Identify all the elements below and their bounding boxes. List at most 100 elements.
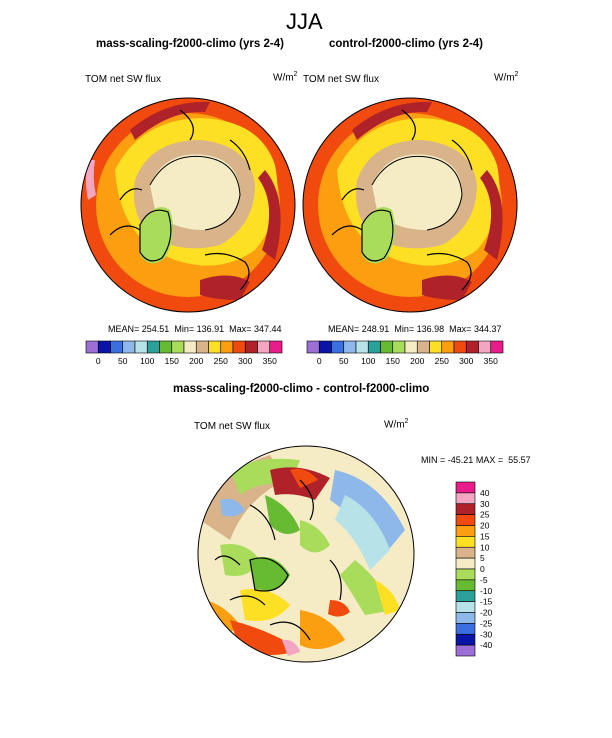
panel-diff-units: W/m2 <box>384 418 409 431</box>
colorbar-right-swatch <box>306 340 320 354</box>
colorbar-diff-swatch <box>455 503 476 515</box>
colorbar-left-swatch <box>183 340 197 354</box>
colorbar-right-swatch <box>380 340 394 354</box>
colorbar-left-swatch <box>257 340 271 354</box>
colorbar-right: 0 50 100 150 200 250 300 350 <box>306 340 504 366</box>
panel-left-units: W/m2 <box>273 71 298 84</box>
colorbar-right-swatch <box>478 340 492 354</box>
colorbar-diff-tick-label: 15 <box>480 531 490 541</box>
colorbar-right-swatch <box>404 340 418 354</box>
colorbar-right-tick-label: 200 <box>410 356 424 366</box>
panel-right-units: W/m2 <box>494 71 519 84</box>
map-left-border <box>80 97 296 313</box>
map-diff-border <box>197 445 415 663</box>
colorbar-right-tick-label: 0 <box>317 356 322 366</box>
colorbar-left-swatch <box>85 340 99 354</box>
colorbar-diff-swatch <box>455 536 476 548</box>
colorbar-diff-swatch <box>455 644 476 657</box>
colorbar-left-swatch <box>195 340 209 354</box>
colorbar-right-swatch <box>490 340 504 354</box>
colorbar-diff-swatch <box>455 481 476 494</box>
panel-diff-variable: TOM net SW flux <box>194 421 270 432</box>
panel-left-variable: TOM net SW flux <box>85 74 161 85</box>
colorbar-diff-tick-label: -40 <box>480 640 493 650</box>
colorbar-right-tick-label: 150 <box>386 356 400 366</box>
colorbar-diff-swatch <box>455 601 476 613</box>
panel-right-stats: MEAN= 248.91 Min= 136.98 Max= 344.37 <box>328 324 502 334</box>
colorbar-left-tick-label: 250 <box>214 356 228 366</box>
colorbar-left-tick-label: 0 <box>96 356 101 366</box>
colorbar-left-swatch <box>232 340 246 354</box>
panel-right-title: control-f2000-climo (yrs 2-4) <box>329 38 484 50</box>
colorbar-diff-tick-label: -15 <box>480 597 493 607</box>
colorbar-left-swatch <box>269 340 283 354</box>
colorbar-diff-swatch <box>455 525 476 537</box>
season-title: JJA <box>286 9 323 34</box>
colorbar-diff-swatch <box>455 612 476 624</box>
panel-left-stats: MEAN= 254.51 Min= 136.91 Max= 347.44 <box>108 324 282 334</box>
colorbar-left-swatch <box>159 340 173 354</box>
colorbar-left: 0 50 100 150 200 250 300 350 <box>85 340 283 366</box>
colorbar-diff-tick-label: 10 <box>480 542 490 552</box>
colorbar-diff-tick-label: -20 <box>480 608 493 618</box>
colorbar-diff-tick-label: -10 <box>480 586 493 596</box>
map-diff <box>198 446 414 662</box>
colorbar-left-tick-label: 350 <box>263 356 277 366</box>
colorbar-left-swatch <box>110 340 124 354</box>
colorbar-right-swatch <box>318 340 332 354</box>
colorbar-diff-swatch <box>455 579 476 592</box>
colorbar-right-tick-label: 100 <box>361 356 375 366</box>
colorbar-right-swatch <box>429 340 443 354</box>
colorbar-right-swatch <box>355 340 369 354</box>
colorbar-diff-tick-label: -30 <box>480 629 493 639</box>
colorbar-right-swatch <box>441 340 455 354</box>
colorbar-right-tick-label: 250 <box>435 356 449 366</box>
map-right <box>303 98 517 312</box>
colorbar-left-swatch <box>171 340 185 354</box>
colorbar-diff-tick-label: 25 <box>480 510 490 520</box>
colorbar-left-swatch <box>97 340 111 354</box>
colorbar-diff-tick-label: 30 <box>480 499 490 509</box>
panel-left-title: mass-scaling-f2000-climo (yrs 2-4) <box>96 38 284 50</box>
colorbar-right-tick-label: 350 <box>484 356 498 366</box>
colorbar-diff-tick-label: 20 <box>480 521 490 531</box>
map-left <box>81 98 295 312</box>
colorbar-left-swatch <box>122 340 136 354</box>
colorbar-diff-swatch <box>455 557 476 570</box>
colorbar-diff-tick-label: -5 <box>480 575 488 585</box>
colorbar-left-swatch <box>208 340 222 354</box>
colorbar-left-swatch <box>220 340 234 354</box>
map-right-border <box>302 97 518 313</box>
panel-right-variable: TOM net SW flux <box>303 74 379 85</box>
colorbar-right-tick-label: 300 <box>459 356 473 366</box>
colorbar-diff-swatch <box>455 514 476 526</box>
colorbar-right-swatch <box>453 340 467 354</box>
colorbar-right-swatch <box>465 340 479 354</box>
colorbar-right-swatch <box>331 340 345 354</box>
colorbar-diff-tick-label: -25 <box>480 618 493 628</box>
colorbar-right-swatch <box>343 340 357 354</box>
colorbar-right-tick-label: 50 <box>339 356 349 366</box>
panel-diff-title: mass-scaling-f2000-climo - control-f2000… <box>173 383 430 395</box>
colorbar-diff-swatch <box>455 568 476 581</box>
colorbar-diff-swatch <box>455 633 476 646</box>
colorbar-diff-swatch <box>455 590 476 602</box>
colorbar-left-tick-label: 100 <box>140 356 154 366</box>
colorbar-left-tick-label: 300 <box>238 356 252 366</box>
colorbar-left-swatch <box>134 340 148 354</box>
colorbar-right-swatch <box>416 340 430 354</box>
colorbar-right-swatch <box>367 340 381 354</box>
colorbar-right-swatch <box>392 340 406 354</box>
colorbar-diff-swatch <box>455 492 476 505</box>
colorbar-left-tick-label: 200 <box>189 356 203 366</box>
colorbar-diff-swatch <box>455 623 476 635</box>
colorbar-diff-tick-label: 0 <box>480 564 485 574</box>
colorbar-diff-tick-label: 40 <box>480 488 490 498</box>
colorbar-diff-tick-label: 5 <box>480 553 485 563</box>
colorbar-diff-swatch <box>455 546 476 559</box>
colorbar-left-tick-label: 150 <box>165 356 179 366</box>
colorbar-left-swatch <box>146 340 160 354</box>
colorbar-left-swatch <box>244 340 258 354</box>
